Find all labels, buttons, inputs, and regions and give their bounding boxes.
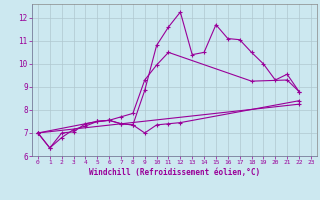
X-axis label: Windchill (Refroidissement éolien,°C): Windchill (Refroidissement éolien,°C) [89,168,260,177]
